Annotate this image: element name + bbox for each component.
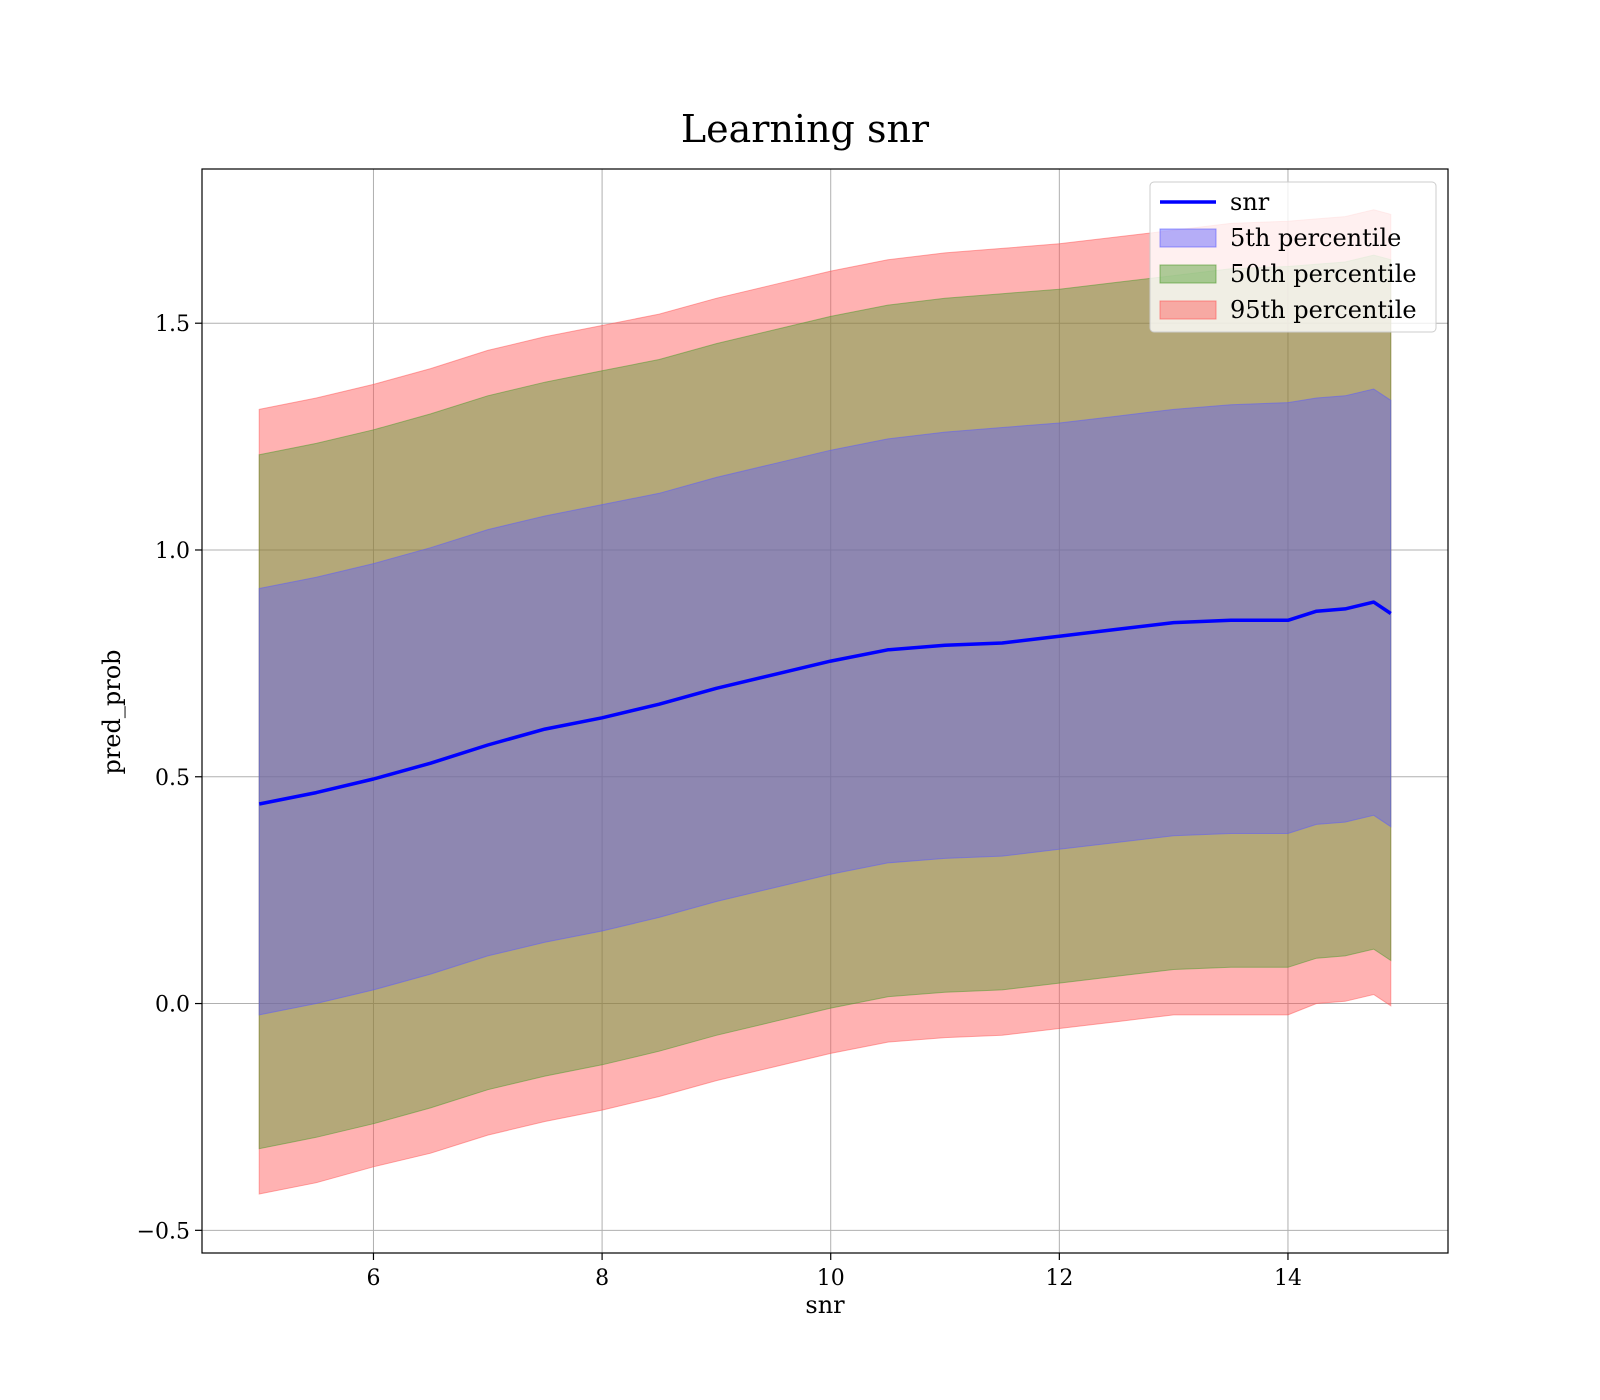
y-tick-label: 0.5 — [155, 766, 190, 791]
x-tick-label: 10 — [817, 1266, 845, 1291]
band-5th-percentile — [258, 388, 1392, 1016]
band-50th-percentile — [258, 254, 1392, 1150]
series-line-snr — [258, 600, 1392, 806]
legend-swatch-patch — [1159, 300, 1217, 320]
x-tick-label: 12 — [1045, 1266, 1073, 1291]
legend-swatch-patch — [1159, 264, 1217, 284]
band-95th-percentile — [258, 209, 1392, 1195]
y-tick-label: 1.0 — [155, 539, 190, 564]
legend: snr 5th percentile 50th percentile 95th per… — [1149, 181, 1437, 333]
y-tick-label: −0.5 — [137, 1219, 190, 1244]
x-axis-label: snr — [805, 1291, 845, 1319]
chart-title: Learning snr — [681, 107, 930, 151]
legend-label: 5th percentile — [1230, 224, 1401, 252]
legend-label: 50th percentile — [1230, 260, 1417, 288]
legend-box — [1149, 181, 1437, 333]
legend-swatch-patch — [1159, 228, 1217, 248]
x-tick-label: 6 — [366, 1266, 380, 1291]
x-tick-label: 8 — [595, 1266, 609, 1291]
legend-label: 95th percentile — [1230, 296, 1417, 324]
legend-label: snr — [1230, 188, 1270, 216]
plot-area: 6 8 10 12 14 −0.5 0.0 0.5 1.0 1.5 — [137, 168, 1449, 1291]
y-tick-label: 1.5 — [155, 312, 190, 337]
y-axis-label: pred_prob — [98, 649, 126, 774]
x-tick-label: 14 — [1274, 1266, 1302, 1291]
axes-frame — [201, 168, 1449, 1254]
y-tick-label: 0.0 — [155, 993, 190, 1018]
